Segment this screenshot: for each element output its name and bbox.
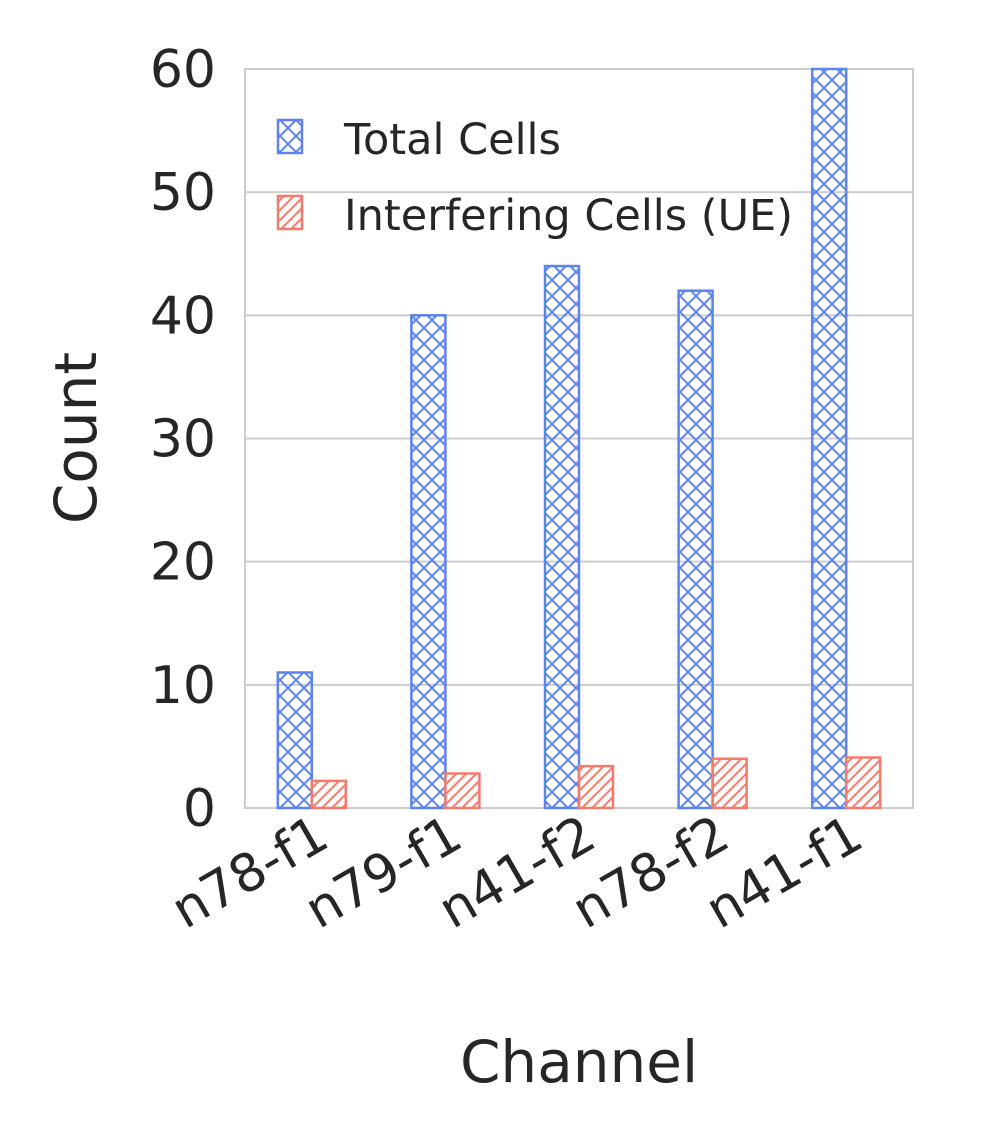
bar-total-cells-n78-f1 xyxy=(276,671,314,810)
legend-swatch-total-cells xyxy=(276,118,304,155)
x-axis-label: Channel xyxy=(460,1028,698,1096)
x-tick-label: n79-f1 xyxy=(295,804,472,941)
y-tick-label: 10 xyxy=(150,656,216,716)
legend: Total Cells Interfering Cells (UE) xyxy=(276,115,793,241)
bar-interfering-cells-n78-f1 xyxy=(310,779,348,810)
y-tick-label: 50 xyxy=(150,163,216,223)
legend-label-interfering-cells: Interfering Cells (UE) xyxy=(344,191,793,241)
x-tick-label: n41-f1 xyxy=(696,804,873,941)
bar-total-cells-n41-f2 xyxy=(543,264,581,810)
bar-total-cells-n78-f2 xyxy=(677,289,714,810)
bar-interfering-cells-n41-f2 xyxy=(577,764,615,810)
y-tick-label: 0 xyxy=(183,779,216,839)
legend-swatch-interfering-cells xyxy=(276,194,304,231)
y-tick-label: 40 xyxy=(150,286,216,346)
y-tick-label: 60 xyxy=(150,40,216,100)
y-tick-label: 30 xyxy=(150,410,216,470)
y-tick-labels: 0 10 20 30 40 50 60 xyxy=(150,40,216,839)
bar-interfering-cells-n41-f1 xyxy=(844,756,882,810)
x-tick-label: n78-f2 xyxy=(562,804,739,941)
bar-interfering-cells-n78-f2 xyxy=(711,757,748,810)
y-axis-label: Count xyxy=(42,352,110,524)
y-tick-label: 20 xyxy=(150,533,216,593)
legend-label-total-cells: Total Cells xyxy=(343,115,561,165)
bar-interfering-cells-n79-f1 xyxy=(444,772,481,810)
bar-total-cells-n79-f1 xyxy=(410,314,447,810)
bars xyxy=(276,67,882,810)
x-tick-label: n41-f2 xyxy=(429,804,606,941)
bar-total-cells-n41-f1 xyxy=(810,67,848,810)
